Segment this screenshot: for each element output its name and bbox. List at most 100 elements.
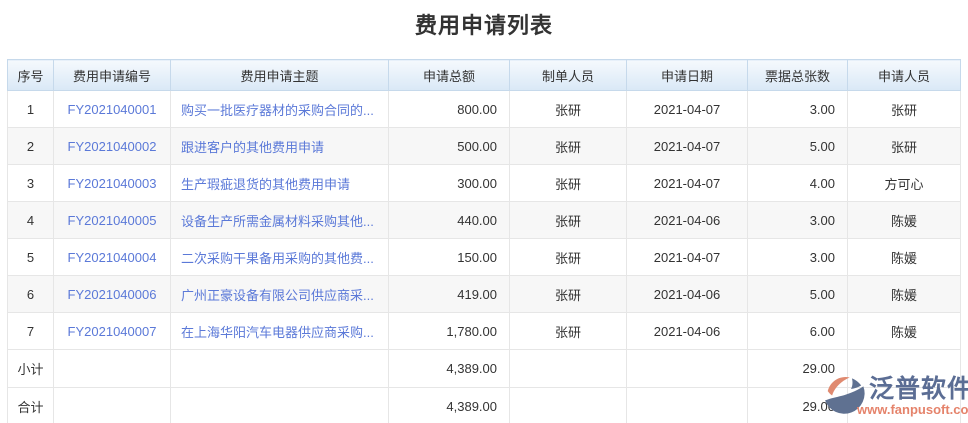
- table-row: 1 FY2021040001 购买一批医疗器材的采购合同的... 800.00 …: [7, 90, 961, 128]
- cell-code: FY2021040006: [53, 275, 171, 313]
- cell-seq: 7: [7, 312, 54, 350]
- application-code-link[interactable]: FY2021040003: [67, 175, 157, 191]
- cell-amount: 419.00: [388, 275, 510, 313]
- cell-empty: [170, 387, 389, 423]
- cell-applicant: 陈媛: [847, 275, 961, 313]
- cell-seq: 2: [7, 127, 54, 165]
- cell-applicant: 陈媛: [847, 312, 961, 350]
- cell-empty: [626, 387, 748, 423]
- cell-date: 2021-04-06: [626, 275, 748, 313]
- cell-code: FY2021040001: [53, 90, 171, 128]
- cell-seq: 3: [7, 164, 54, 202]
- subtotal-label: 小计: [7, 349, 54, 388]
- cell-receipts: 3.00: [747, 90, 848, 128]
- cell-empty: [509, 349, 627, 388]
- total-row: 合计 4,389.00 29.00: [7, 387, 961, 423]
- cell-amount: 800.00: [388, 90, 510, 128]
- header-applicant: 申请人员: [847, 59, 961, 91]
- cell-applicant: 张研: [847, 90, 961, 128]
- cell-creator: 张研: [509, 238, 627, 276]
- cell-amount: 500.00: [388, 127, 510, 165]
- cell-empty: [53, 387, 171, 423]
- application-code-link[interactable]: FY2021040001: [67, 101, 157, 117]
- cell-date: 2021-04-07: [626, 90, 748, 128]
- cell-creator: 张研: [509, 312, 627, 350]
- header-receipts: 票据总张数: [747, 59, 848, 91]
- header-seq: 序号: [7, 59, 54, 91]
- table-row: 5 FY2021040004 二次采购干果备用采购的其他费... 150.00 …: [7, 238, 961, 276]
- cell-code: FY2021040003: [53, 164, 171, 202]
- cell-creator: 张研: [509, 90, 627, 128]
- application-code-link[interactable]: FY2021040007: [67, 323, 157, 339]
- application-subject-link[interactable]: 设备生产所需金属材料采购其他...: [181, 213, 374, 229]
- cell-receipts: 5.00: [747, 127, 848, 165]
- application-code-link[interactable]: FY2021040004: [67, 249, 157, 265]
- cell-creator: 张研: [509, 164, 627, 202]
- table-row: 3 FY2021040003 生产瑕疵退货的其他费用申请 300.00 张研 2…: [7, 164, 961, 202]
- cell-empty: [509, 387, 627, 423]
- cell-code: FY2021040004: [53, 238, 171, 276]
- header-creator: 制单人员: [509, 59, 627, 91]
- header-amount: 申请总额: [388, 59, 510, 91]
- cell-amount: 1,780.00: [388, 312, 510, 350]
- cell-empty: [53, 349, 171, 388]
- cell-empty: [170, 349, 389, 388]
- cell-creator: 张研: [509, 201, 627, 239]
- cell-subject: 二次采购干果备用采购的其他费...: [170, 238, 389, 276]
- cell-receipts: 3.00: [747, 201, 848, 239]
- cell-empty: [847, 387, 961, 423]
- subtotal-amount: 4,389.00: [388, 349, 510, 388]
- header-date: 申请日期: [626, 59, 748, 91]
- page-title: 费用申请列表: [414, 13, 553, 38]
- table-row: 2 FY2021040002 跟进客户的其他费用申请 500.00 张研 202…: [7, 127, 961, 165]
- header-code: 费用申请编号: [53, 59, 171, 91]
- cell-date: 2021-04-07: [626, 127, 748, 165]
- cell-seq: 1: [7, 90, 54, 128]
- expense-application-table: 序号 费用申请编号 费用申请主题 申请总额 制单人员 申请日期 票据总张数 申请…: [7, 59, 961, 423]
- table-row: 7 FY2021040007 在上海华阳汽车电器供应商采购... 1,780.0…: [7, 312, 961, 350]
- subtotal-row: 小计 4,389.00 29.00: [7, 349, 961, 388]
- cell-subject: 购买一批医疗器材的采购合同的...: [170, 90, 389, 128]
- cell-subject: 生产瑕疵退货的其他费用申请: [170, 164, 389, 202]
- cell-subject: 设备生产所需金属材料采购其他...: [170, 201, 389, 239]
- header-subject: 费用申请主题: [170, 59, 389, 91]
- cell-subject: 跟进客户的其他费用申请: [170, 127, 389, 165]
- cell-receipts: 6.00: [747, 312, 848, 350]
- cell-receipts: 5.00: [747, 275, 848, 313]
- application-code-link[interactable]: FY2021040005: [67, 212, 157, 228]
- cell-date: 2021-04-07: [626, 238, 748, 276]
- application-code-link[interactable]: FY2021040002: [67, 138, 157, 154]
- total-amount: 4,389.00: [388, 387, 510, 423]
- cell-date: 2021-04-07: [626, 164, 748, 202]
- total-receipts: 29.00: [747, 387, 848, 423]
- cell-seq: 6: [7, 275, 54, 313]
- application-subject-link[interactable]: 在上海华阳汽车电器供应商采购...: [181, 324, 374, 340]
- cell-receipts: 4.00: [747, 164, 848, 202]
- cell-creator: 张研: [509, 275, 627, 313]
- total-label: 合计: [7, 387, 54, 423]
- cell-applicant: 陈媛: [847, 201, 961, 239]
- cell-code: FY2021040005: [53, 201, 171, 239]
- cell-applicant: 陈媛: [847, 238, 961, 276]
- cell-amount: 150.00: [388, 238, 510, 276]
- cell-amount: 300.00: [388, 164, 510, 202]
- cell-applicant: 张研: [847, 127, 961, 165]
- application-subject-link[interactable]: 二次采购干果备用采购的其他费...: [181, 250, 374, 266]
- application-subject-link[interactable]: 跟进客户的其他费用申请: [181, 139, 325, 155]
- cell-code: FY2021040007: [53, 312, 171, 350]
- application-subject-link[interactable]: 广州正豪设备有限公司供应商采...: [181, 287, 374, 303]
- cell-applicant: 方可心: [847, 164, 961, 202]
- application-subject-link[interactable]: 生产瑕疵退货的其他费用申请: [181, 176, 351, 192]
- application-subject-link[interactable]: 购买一批医疗器材的采购合同的...: [181, 102, 374, 118]
- cell-code: FY2021040002: [53, 127, 171, 165]
- table-row: 6 FY2021040006 广州正豪设备有限公司供应商采... 419.00 …: [7, 275, 961, 313]
- cell-empty: [626, 349, 748, 388]
- table-row: 4 FY2021040005 设备生产所需金属材料采购其他... 440.00 …: [7, 201, 961, 239]
- application-code-link[interactable]: FY2021040006: [67, 286, 157, 302]
- table-header-row: 序号 费用申请编号 费用申请主题 申请总额 制单人员 申请日期 票据总张数 申请…: [7, 59, 961, 91]
- cell-subject: 广州正豪设备有限公司供应商采...: [170, 275, 389, 313]
- cell-date: 2021-04-06: [626, 201, 748, 239]
- cell-creator: 张研: [509, 127, 627, 165]
- cell-seq: 5: [7, 238, 54, 276]
